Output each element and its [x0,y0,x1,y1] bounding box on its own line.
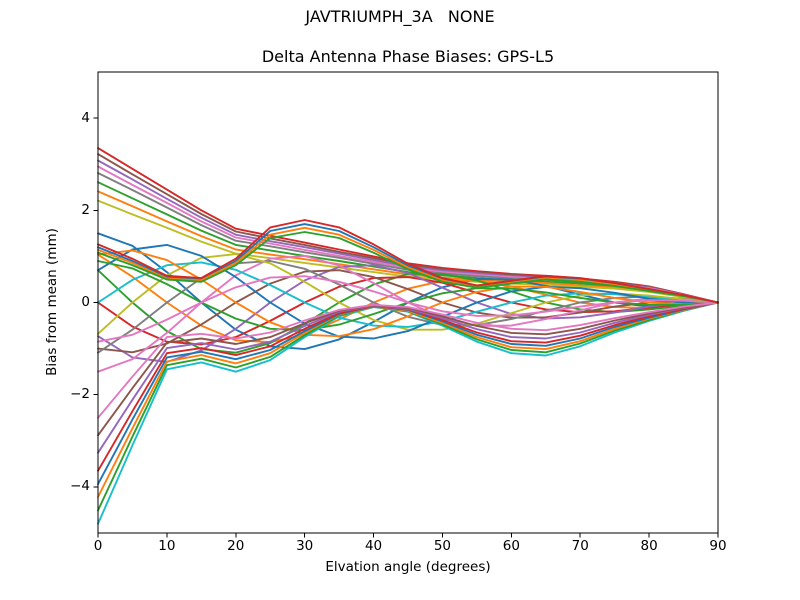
line-19 [97,243,719,340]
line-13 [97,264,719,363]
line-18 [97,261,719,328]
x-tick-label: 50 [433,538,452,554]
line-34 [97,219,719,304]
x-tick-label: 90 [709,538,727,554]
x-axis-label: Elvation angle (degrees) [325,559,491,575]
line-30 [97,301,719,419]
line-28 [97,301,719,454]
line-24 [97,301,719,512]
chart-title: Delta Antenna Phase Biases: GPS-L5 [261,47,555,66]
line-33 [97,231,719,304]
x-tick-label: 0 [93,538,103,554]
y-tick-label: −4 [70,478,90,495]
x-tick-label: 10 [158,538,176,554]
figure-suptitle: JAVTRIUMPH_3A NONE [305,7,495,26]
line-14 [97,269,719,354]
x-tick-label: 80 [640,538,658,554]
x-tick-label: 30 [296,538,314,554]
y-tick-label: 2 [81,201,90,218]
x-tick-label: 20 [227,538,245,554]
x-tick-label: 40 [364,538,383,554]
y-tick-label: 0 [81,294,90,310]
line-04 [97,165,719,304]
axes-border [97,71,719,534]
y-tick-label: 4 [81,109,90,126]
line-12 [97,276,719,346]
x-tick-label: 70 [571,538,589,554]
y-tick-label: −2 [70,386,90,403]
x-tick-label: 60 [502,538,520,554]
line-22 [97,275,719,343]
